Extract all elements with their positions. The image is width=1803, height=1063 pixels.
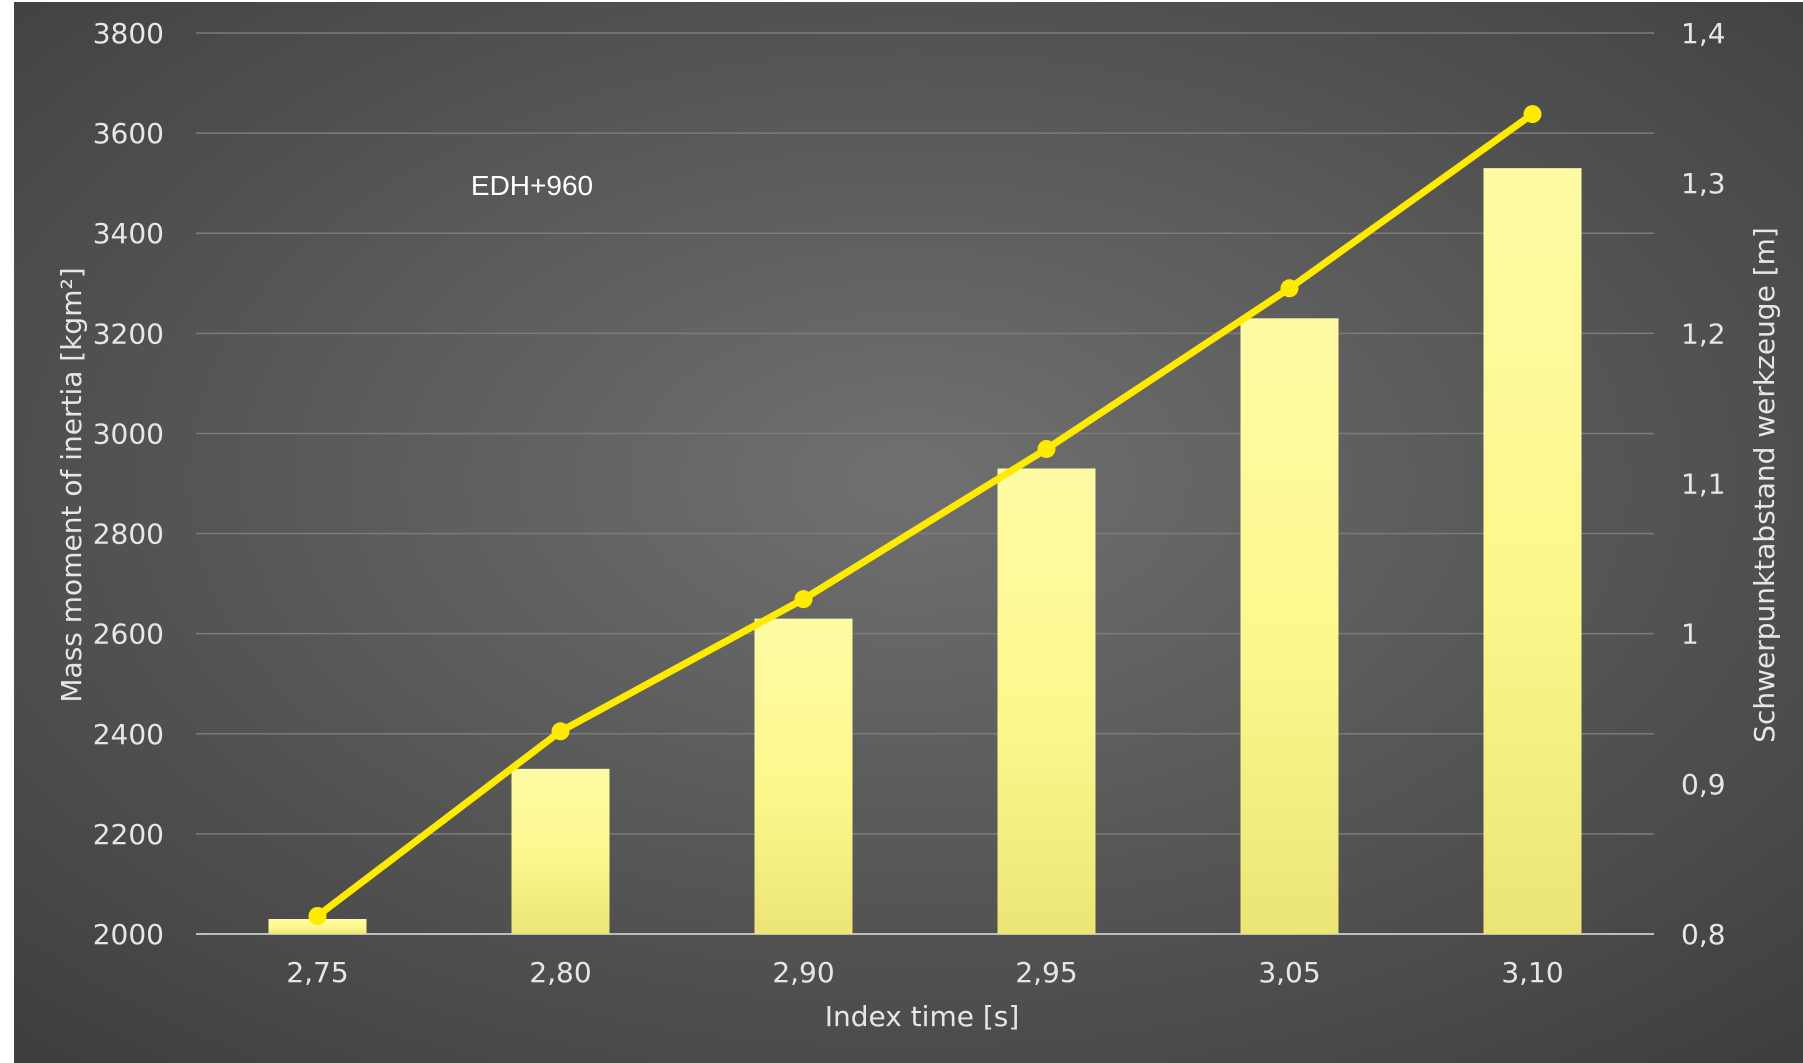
x-axis-title: Index time [s]	[825, 1000, 1020, 1033]
y2-tick-label: 1,1	[1681, 468, 1726, 501]
x-tick-label: 3,05	[1258, 956, 1320, 989]
y2-tick-label: 1,2	[1681, 317, 1726, 350]
y-tick-label: 2200	[93, 818, 164, 851]
y-tick-label: 2600	[93, 618, 164, 651]
chart-frame: 2000 2200 2400 2600 2800 3000 3200 3400 3600 3800…	[14, 2, 1803, 1063]
x-tick-label: 2,95	[1015, 956, 1077, 989]
grid-lines	[196, 32, 1654, 935]
line-point	[1280, 279, 1299, 298]
y-tick-label: 3200	[93, 317, 164, 350]
y2-tick-label: 1	[1681, 618, 1699, 651]
y2-tick-label: 1,3	[1681, 167, 1726, 200]
x-tick-label: 2,75	[286, 956, 348, 989]
y-tick-label: 3600	[93, 117, 164, 150]
y-tick-label: 2400	[93, 718, 164, 751]
tick-labels: 2000 2200 2400 2600 2800 3000 3200 3400 3600 3800…	[93, 17, 1726, 989]
x-tick-label: 3,10	[1501, 956, 1563, 989]
chart-svg: 2000 2200 2400 2600 2800 3000 3200 3400 3600 3800…	[14, 2, 1803, 1063]
bar	[1240, 318, 1339, 935]
y-tick-label: 2000	[93, 918, 164, 951]
y-tick-label: 2800	[93, 518, 164, 551]
bar	[511, 768, 610, 934]
y-axis-title: Mass moment of inertia [kgm²]	[55, 267, 88, 702]
line-point	[1037, 439, 1056, 458]
line-point	[308, 906, 327, 925]
bar	[997, 468, 1096, 934]
line-point	[1523, 105, 1542, 124]
bar	[268, 918, 367, 934]
y-tick-label: 3800	[93, 17, 164, 50]
y-tick-label: 3000	[93, 417, 164, 450]
annotation-label: EDH+960	[471, 170, 593, 201]
bar	[1483, 168, 1582, 934]
series-line	[314, 110, 1536, 920]
y2-tick-label: 0,8	[1681, 918, 1726, 951]
line-point	[551, 722, 570, 741]
bar-series	[268, 168, 1582, 935]
x-tick-label: 2,80	[529, 956, 591, 989]
x-tick-label: 2,90	[772, 956, 834, 989]
y2-tick-label: 1,4	[1681, 17, 1726, 50]
y2-tick-label: 0,9	[1681, 768, 1726, 801]
line-series	[308, 105, 1542, 925]
line-point	[794, 590, 813, 609]
y-tick-label: 3400	[93, 217, 164, 250]
y2-axis-title: Schwerpunktabstand werkzeuge [m]	[1748, 227, 1781, 743]
bar	[754, 618, 853, 934]
